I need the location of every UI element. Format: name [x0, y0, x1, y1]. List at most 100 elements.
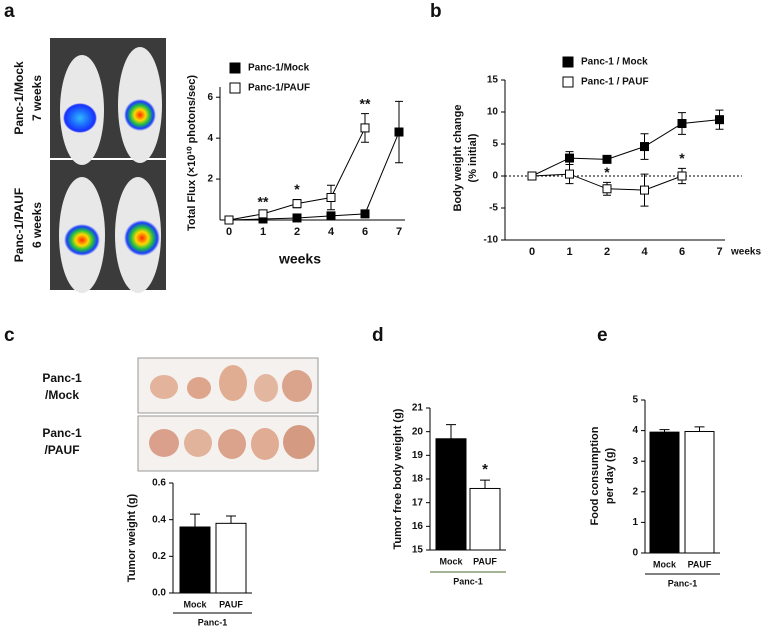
y-axis-label: (% initial) — [467, 133, 479, 182]
data-point — [258, 209, 268, 219]
y-tick-label: 21 — [412, 403, 424, 414]
y-tick-label: 5 — [632, 395, 638, 406]
error-bar — [226, 515, 236, 524]
x-tick-label: 0 — [529, 246, 535, 258]
x-tick-label: PAUF — [219, 599, 243, 609]
data-point — [640, 142, 649, 152]
data-point — [326, 211, 336, 221]
image-label: Panc-1 — [42, 426, 82, 440]
image-label: 6 weeks — [30, 202, 44, 248]
x-tick-label: Mock — [439, 556, 463, 566]
x-tick-label: 6 — [362, 226, 368, 238]
legend-swatch — [562, 76, 574, 88]
x-tick-label: PAUF — [473, 556, 497, 566]
y-tick-label: 5 — [492, 139, 498, 150]
y-tick-label: 2 — [207, 174, 213, 185]
bar — [684, 431, 715, 554]
legend-swatch — [229, 82, 241, 94]
significance: * — [604, 164, 610, 180]
panel-letter: c — [4, 325, 15, 346]
y-tick-label: 20 — [412, 426, 424, 437]
image-label: /PAUF — [44, 443, 79, 457]
significance: * — [482, 461, 488, 478]
y-tick-label: 2 — [632, 486, 638, 497]
x-tick-label: 6 — [679, 246, 685, 258]
x-tick-label: 4 — [641, 246, 648, 258]
x-tick-label: 1 — [260, 226, 266, 238]
y-tick-label: 15 — [412, 545, 424, 556]
y-tick-label: 18 — [412, 474, 424, 485]
y-axis-label: Total Flux (×10¹⁰ photons/sec) — [186, 75, 198, 231]
y-tick-label: 3 — [632, 456, 638, 467]
panel-letter: b — [430, 1, 442, 22]
x-tick-label: Mock — [653, 559, 677, 569]
legend-label: Panc-1 / PAUF — [581, 77, 649, 88]
data-point — [326, 192, 336, 202]
data-point — [527, 171, 537, 181]
y-axis-label: Tumor free body weight (g) — [392, 408, 404, 549]
panel-letter: a — [4, 1, 15, 22]
y-tick-label: 19 — [412, 450, 424, 461]
y-tick-label: 10 — [487, 107, 499, 118]
bar — [649, 431, 680, 554]
y-tick-label: 0 — [492, 171, 498, 182]
panel-letter: e — [597, 325, 608, 346]
group-label: Panc-1 — [668, 578, 698, 588]
data-point — [224, 215, 234, 225]
image-label: Panc-1/PAUF — [12, 188, 26, 262]
x-tick-label: 1 — [566, 246, 572, 258]
data-point — [292, 199, 302, 209]
data-point — [715, 115, 724, 125]
error-bar — [694, 426, 705, 432]
x-axis-label: weeks — [278, 251, 321, 267]
y-axis-label: per day (g) — [604, 448, 616, 505]
y-axis-label: Food consumption — [589, 426, 601, 525]
bar — [435, 438, 467, 551]
x-tick-label: Mock — [183, 599, 207, 609]
y-tick-label: 0.6 — [152, 478, 166, 489]
y-tick-label: 0.0 — [152, 588, 166, 599]
y-tick-label: 17 — [412, 497, 424, 508]
legend-swatch — [229, 62, 241, 74]
series-line — [531, 119, 720, 177]
x-tick-label: 7 — [716, 246, 722, 258]
panel-letter: d — [372, 325, 384, 346]
significance: ** — [258, 194, 269, 210]
x-tick-label: 4 — [328, 226, 335, 238]
data-point — [602, 184, 612, 194]
imaging-photos — [50, 38, 166, 293]
image-label: 7 weeks — [30, 75, 44, 121]
significance: ** — [360, 95, 371, 111]
error-bar — [480, 479, 490, 489]
data-point — [677, 119, 687, 129]
data-point — [360, 209, 370, 219]
group-label: Panc-1 — [453, 576, 483, 586]
x-tick-label: 7 — [396, 226, 402, 238]
tumor-photos — [137, 357, 319, 472]
error-bar — [446, 424, 456, 439]
x-tick-label: 0 — [226, 226, 232, 238]
y-tick-label: 4 — [207, 133, 213, 144]
x-tick-label: 2 — [294, 226, 300, 238]
legend-label: Panc-1/PAUF — [248, 83, 310, 94]
x-axis-label: weeks — [730, 247, 761, 258]
image-label: Panc-1 — [42, 371, 82, 385]
data-point — [565, 153, 574, 163]
bar — [215, 522, 247, 594]
series-line — [228, 131, 400, 221]
y-tick-label: 1 — [632, 517, 638, 528]
significance: * — [294, 181, 300, 197]
bar — [179, 526, 211, 594]
error-bar — [190, 513, 200, 527]
y-tick-label: 16 — [412, 521, 424, 532]
y-tick-label: -10 — [484, 235, 499, 246]
y-tick-label: 0.2 — [152, 551, 166, 562]
data-point — [360, 123, 370, 133]
y-tick-label: -5 — [489, 203, 498, 214]
y-tick-label: 0.4 — [152, 514, 166, 525]
data-point — [565, 169, 574, 179]
y-tick-label: 6 — [207, 92, 213, 103]
x-tick-label: 2 — [604, 246, 610, 258]
y-tick-label: 15 — [487, 75, 499, 86]
y-tick-label: 4 — [632, 425, 638, 436]
